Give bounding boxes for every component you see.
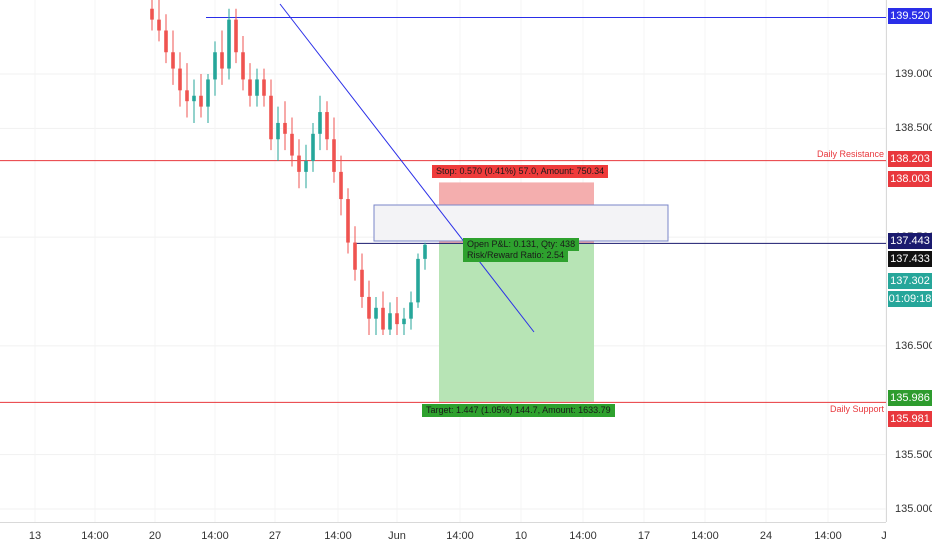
candle-body [276,122,280,140]
price-tag: 135.981 [888,411,932,427]
time-tick: 27 [268,530,282,542]
time-tick: 10 [514,530,528,542]
time-tick: 13 [28,530,42,542]
time-tick: 20 [148,530,162,542]
price-tag: 137.433 [888,251,932,267]
time-tick: 14:00 [569,530,597,542]
candle-body [395,313,399,325]
pnl-label: Open P&L: 0.131, Qty: 438 [463,238,580,251]
candle-body [409,302,413,319]
candle-body [353,242,357,270]
time-tick: 14:00 [324,530,352,542]
candle-body [318,112,322,134]
candle-body [262,79,266,96]
candle-body [360,269,364,297]
candle-body [206,79,210,107]
time-tick: 14:00 [81,530,109,542]
stop-label: Stop: 0.570 (0.41%) 57.0, Amount: 750.34 [432,165,609,178]
candle-body [227,19,231,69]
candle-body [164,30,168,53]
candle-body [178,68,182,91]
candle-body [283,122,287,134]
time-axis[interactable]: 13 14:00 20 14:00 27 14:00 Jun 14:00 10 14:00 17 14… [0,522,887,551]
price-tag: 137.302 [888,273,932,289]
candle-body [213,52,217,80]
time-tick: 14:00 [814,530,842,542]
candle-body [192,95,196,102]
range-box [373,204,669,242]
candle-body [185,90,189,102]
time-tick: 14:00 [201,530,229,542]
time-tick: 14:00 [691,530,719,542]
time-tick: 14:00 [446,530,474,542]
candle-body [339,171,343,200]
candle-body [402,318,406,325]
time-tick: 17 [637,530,651,542]
price-tag: 138.003 [888,171,932,187]
price-tag: 137.443 [888,233,932,249]
candle-body [290,133,294,156]
trendline [279,3,535,333]
price-tag: 135.986 [888,390,932,406]
daily-resistance-label: Daily Resistance [816,148,884,159]
price-tick: 136.500 [895,339,932,352]
price-tick: 139.000 [895,68,932,80]
candle-body [297,155,301,172]
time-tick: J [881,530,887,542]
price-axis[interactable]: 139.000138.500137.500136.500135.500135.0… [886,0,932,522]
chart-pane[interactable] [0,0,886,522]
candle-body [311,133,315,161]
candle-body [241,52,245,80]
candle-body [381,307,385,330]
candle-body [150,8,154,20]
candle-body [367,296,371,319]
candle-body [199,95,203,107]
target-zone [439,243,594,402]
candle-body [157,19,161,31]
price-tag: 138.203 [888,151,932,167]
candle-body [248,79,252,96]
price-tick: 135.000 [895,503,932,515]
target-label: Target: 1.447 (1.05%) 144.7, Amount: 163… [422,404,615,417]
candle-body [304,161,308,172]
price-tag: 01:09:18 [888,291,932,307]
candle-body [234,19,238,53]
risk-reward-label: Risk/Reward Ratio: 2.54 [463,249,569,262]
candle-body [346,199,350,243]
candle-body [388,313,392,330]
price-tag: 139.520 [888,8,932,24]
candle-body [325,112,329,140]
time-tick: Jun [388,530,406,542]
candle-body [220,52,224,69]
candle-body [374,307,378,319]
candle-body [255,79,259,96]
daily-support-label: Daily Support [829,404,884,415]
price-tick: 135.500 [895,448,932,461]
candle-body [416,258,420,303]
candle-body [332,139,336,172]
candle-body [171,52,175,69]
time-tick: 24 [759,530,773,542]
candle-body [269,95,273,140]
candle-body [423,244,427,259]
price-tick: 138.500 [895,122,932,135]
